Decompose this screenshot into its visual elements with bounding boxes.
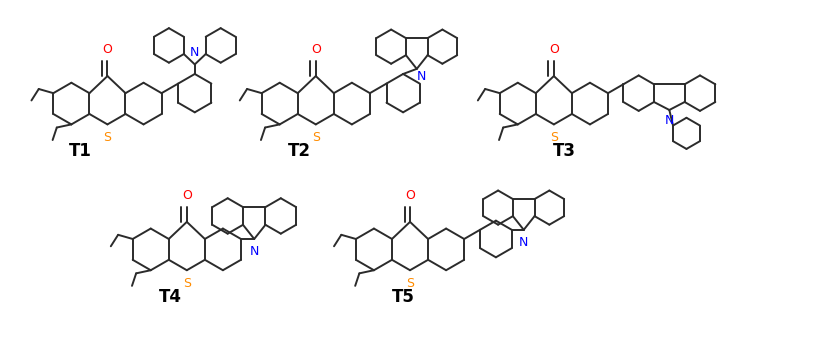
Text: T2: T2	[287, 142, 311, 160]
Text: S: S	[311, 131, 320, 144]
Text: O: O	[102, 43, 112, 56]
Text: N: N	[665, 114, 674, 127]
Text: O: O	[405, 189, 415, 202]
Text: T1: T1	[69, 142, 92, 160]
Text: S: S	[183, 277, 191, 290]
Text: N: N	[417, 70, 426, 83]
Text: O: O	[549, 43, 559, 56]
Text: T3: T3	[553, 142, 576, 160]
Text: T4: T4	[159, 288, 182, 306]
Text: N: N	[190, 46, 199, 59]
Text: N: N	[249, 245, 259, 258]
Text: S: S	[103, 131, 112, 144]
Text: O: O	[182, 189, 192, 202]
Text: S: S	[406, 277, 414, 290]
Text: T5: T5	[392, 288, 415, 306]
Text: N: N	[519, 236, 529, 249]
Text: O: O	[311, 43, 320, 56]
Text: S: S	[550, 131, 558, 144]
